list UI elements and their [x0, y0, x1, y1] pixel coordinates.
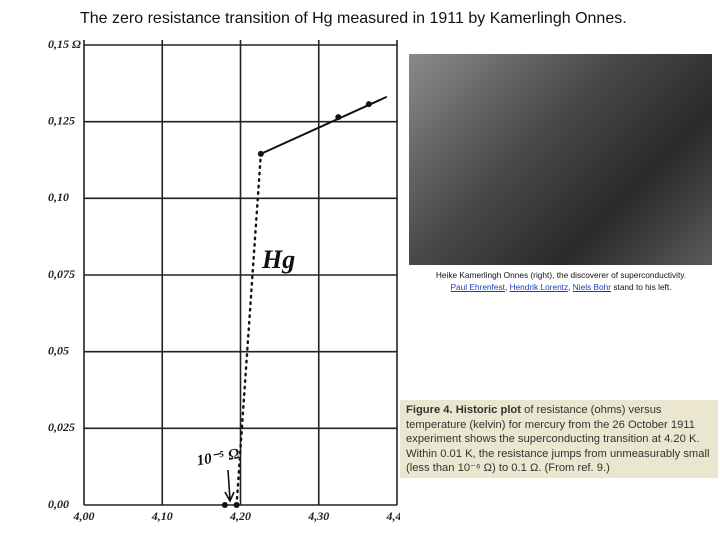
- x-tick-label: 4,00: [73, 509, 95, 523]
- data-line: [259, 96, 388, 155]
- data-point: [233, 502, 240, 508]
- link[interactable]: Paul Ehrenfest: [450, 282, 505, 292]
- data-point: [365, 101, 372, 108]
- link[interactable]: Hendrik Lorentz: [509, 282, 569, 292]
- photo: [409, 54, 712, 265]
- x-tick-label: 4,40: [386, 509, 401, 523]
- y-tick-label: 0,025: [48, 420, 75, 434]
- y-tick-label: 0,075: [48, 267, 75, 281]
- caption-text: of resistance (ohms) versus temperature …: [406, 404, 710, 474]
- link[interactable]: Niels Bohr: [572, 282, 612, 292]
- y-tick-label: 0,00: [48, 497, 69, 511]
- y-tick-label: 0,05: [48, 343, 69, 357]
- arrow: [224, 469, 235, 503]
- data-point: [221, 502, 228, 508]
- y-tick-label: 0,125: [48, 113, 75, 127]
- photo-caption: Heike Kamerlingh Onnes (right), the disc…: [435, 270, 687, 292]
- annotation: 10⁻⁵ Ω: [196, 446, 241, 469]
- data-line: [235, 152, 263, 507]
- caption-text: Heike Kamerlingh Onnes (right), the disc…: [435, 270, 687, 280]
- caption-text: stand to his left.: [613, 282, 672, 292]
- figure-caption: Figure 4. Historic plot of resistance (o…: [400, 400, 718, 478]
- y-tick-label: 0,15 Ω: [48, 37, 81, 51]
- x-tick-label: 4,20: [229, 509, 251, 523]
- data-point: [335, 114, 342, 121]
- annotation: Hg: [261, 245, 295, 274]
- slide-title: The zero resistance transition of Hg mea…: [80, 10, 627, 27]
- data-point: [257, 150, 264, 157]
- y-tick-label: 0,10: [48, 190, 69, 204]
- x-tick-label: 4,30: [307, 509, 329, 523]
- caption-bold: Figure 4. Historic plot: [406, 404, 521, 416]
- chart: 0,00 0,025 0,05 0,075 0,10 0,125 0,15 Ω 4,00 4,1…: [48, 37, 401, 523]
- x-tick-label: 4,10: [151, 509, 173, 523]
